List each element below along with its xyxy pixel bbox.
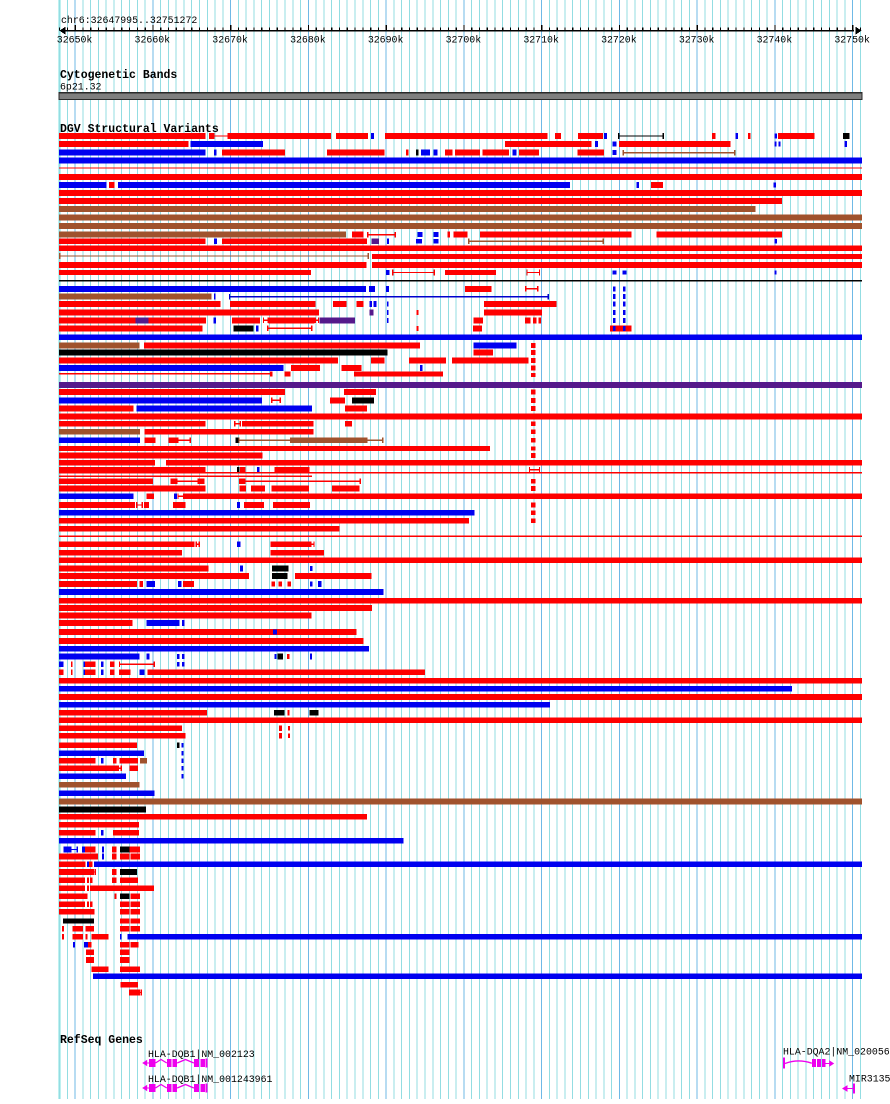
svg-text:32750k: 32750k xyxy=(834,35,870,46)
svg-text:32690k: 32690k xyxy=(368,35,404,46)
svg-text:32730k: 32730k xyxy=(679,35,715,46)
svg-text:32670k: 32670k xyxy=(212,35,248,46)
svg-text:32720k: 32720k xyxy=(601,35,637,46)
svg-text:6p21.32: 6p21.32 xyxy=(60,82,102,93)
svg-text:Cytogenetic Bands: Cytogenetic Bands xyxy=(60,69,177,82)
svg-text:DGV Structural Variants: DGV Structural Variants xyxy=(60,123,219,136)
svg-text:HLA-DQB1|NM_001243961: HLA-DQB1|NM_001243961 xyxy=(148,1074,273,1085)
svg-text:HLA-DQA2|NM_020056: HLA-DQA2|NM_020056 xyxy=(783,1047,890,1058)
svg-text:32660k: 32660k xyxy=(135,35,171,46)
svg-text:HLA-DQB1|NM_002123: HLA-DQB1|NM_002123 xyxy=(148,1049,255,1060)
svg-text:32680k: 32680k xyxy=(290,35,326,46)
svg-text:chr6:32647995..32751272: chr6:32647995..32751272 xyxy=(61,15,197,26)
svg-text:32740k: 32740k xyxy=(757,35,793,46)
svg-text:32710k: 32710k xyxy=(523,35,559,46)
svg-text:32650k: 32650k xyxy=(57,35,93,46)
svg-text:32700k: 32700k xyxy=(446,35,482,46)
svg-text:MIR3135: MIR3135 xyxy=(849,1074,890,1085)
svg-text:RefSeq Genes: RefSeq Genes xyxy=(60,1034,143,1047)
